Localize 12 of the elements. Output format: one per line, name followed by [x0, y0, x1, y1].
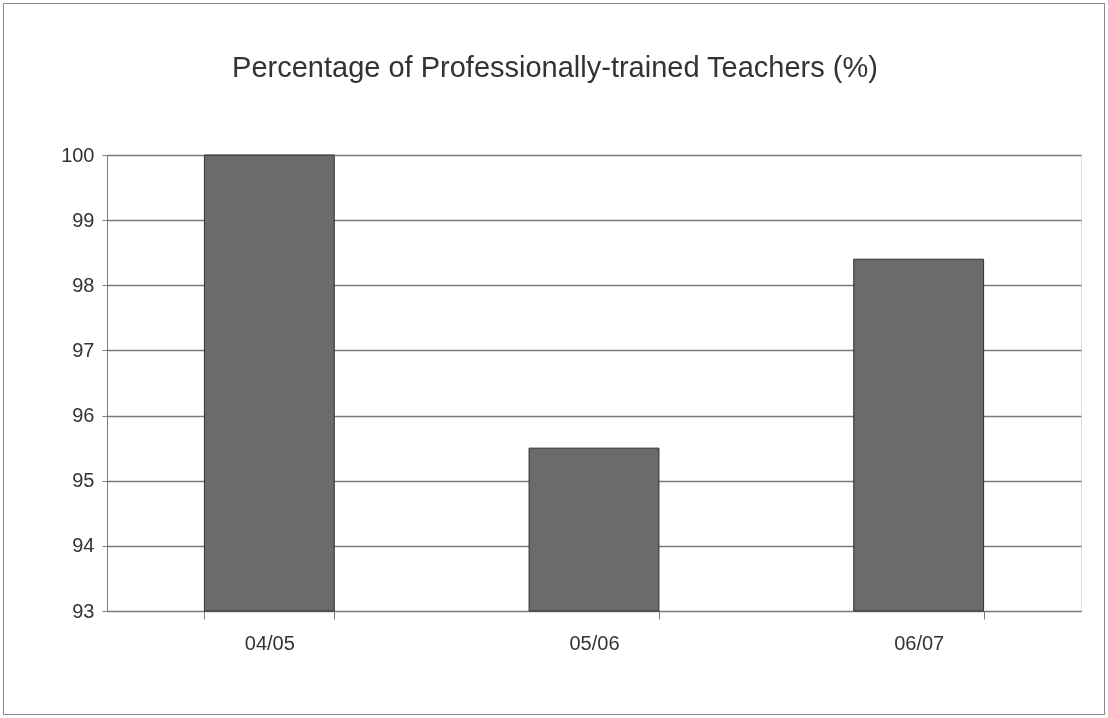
y-tick-label: 98: [72, 273, 95, 296]
y-tick-label: 94: [72, 534, 95, 557]
y-tick-label: 99: [72, 208, 95, 231]
y-tick-label: 95: [72, 469, 95, 492]
y-tick-label: 100: [61, 143, 95, 166]
x-tick-label: 05/06: [569, 631, 620, 654]
chart-title: Percentage of Professionally-trained Teachers (%): [232, 51, 878, 83]
y-tick-label: 97: [72, 338, 95, 361]
y-tick-label: 96: [72, 404, 95, 427]
x-tick-label: 04/05: [244, 631, 295, 654]
y-tick-label: 93: [72, 599, 95, 622]
x-tick-label: 06/07: [894, 631, 945, 654]
